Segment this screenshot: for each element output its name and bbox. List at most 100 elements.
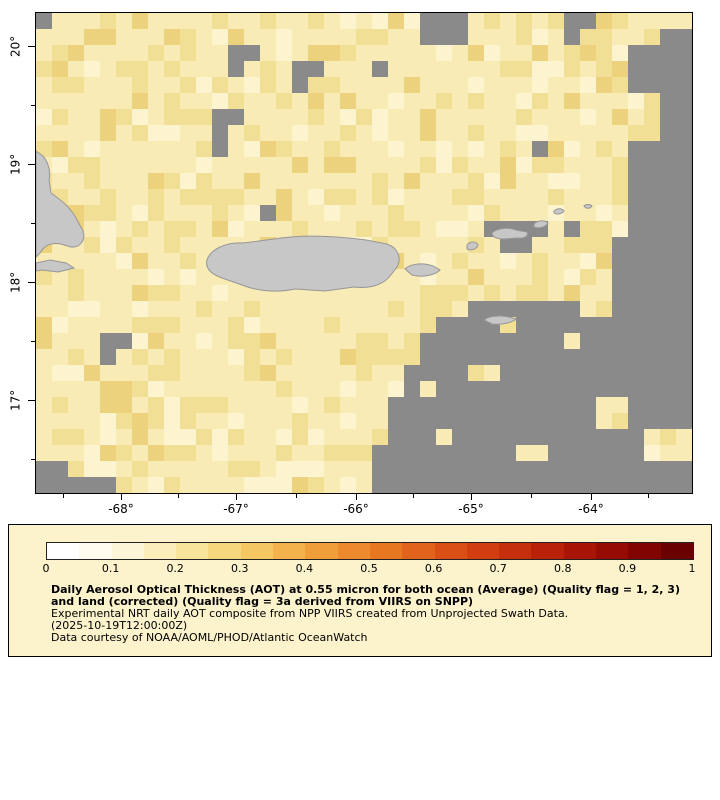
aot-cell [132,173,148,189]
aot-cell [644,173,660,189]
aot-cell [500,125,516,141]
aot-cell [580,93,596,109]
aot-cell [564,77,580,93]
aot-cell [612,141,628,157]
virgin-gorda [553,208,565,215]
aot-cell [132,205,148,221]
aot-cell [68,285,84,301]
aot-cell [580,189,596,205]
aot-cell [324,13,340,29]
aot-cell [596,205,612,221]
aot-cell [516,237,532,253]
aot-cell [340,221,356,237]
aot-cell [420,13,436,29]
aot-cell [612,173,628,189]
aot-cell [196,125,212,141]
aot-cell [452,285,468,301]
aot-cell [676,141,692,157]
hispaniola-cape [36,259,76,273]
aot-cell [580,125,596,141]
aot-cell [500,285,516,301]
aot-cell [612,237,628,253]
aot-cell [676,269,692,285]
aot-cell [356,125,372,141]
aot-cell [596,285,612,301]
aot-cell [180,253,196,269]
aot-cell [420,285,436,301]
aot-cell [580,61,596,77]
aot-cell [340,141,356,157]
aot-cell [68,269,84,285]
aot-cell [68,141,84,157]
aot-cell [356,77,372,93]
aot-cell [676,45,692,61]
aot-cell [372,173,388,189]
aot-cell [548,253,564,269]
aot-cell [596,253,612,269]
aot-cell [308,141,324,157]
lon-major-tick [121,494,122,500]
aot-cell [292,221,308,237]
aot-cell [180,301,196,317]
aot-cell [404,285,420,301]
aot-cell [260,109,276,125]
aot-cell [420,29,436,45]
aot-cell [660,13,676,29]
aot-cell [356,45,372,61]
aot-cell [500,45,516,61]
aot-cell [564,221,580,237]
aot-cell [36,141,52,157]
aot-cell [132,301,148,317]
aot-cell [244,221,260,237]
aot-cell [292,61,308,77]
aot-cell [644,61,660,77]
aot-cell [244,13,260,29]
aot-cell [116,285,132,301]
aot-cell [468,93,484,109]
aot-cell [52,301,68,317]
aot-cell [84,125,100,141]
aot-cell [660,77,676,93]
aot-cell [164,77,180,93]
aot-cell [372,13,388,29]
aot-cell [676,237,692,253]
aot-cell [196,237,212,253]
aot-cell [148,109,164,125]
aot-cell [532,205,548,221]
lat-tick-label: 20° [8,35,23,57]
aot-cell [292,109,308,125]
aot-cell [628,77,644,93]
aot-cell [340,125,356,141]
aot-cell [564,285,580,301]
aot-cell [68,77,84,93]
aot-cell [196,205,212,221]
aot-cell [164,141,180,157]
lon-minor-tick [63,494,64,498]
aot-cell [644,77,660,93]
aot-cell [660,173,676,189]
aot-cell [660,125,676,141]
colorbar [46,542,694,560]
aot-cell [260,221,276,237]
aot-cell [180,285,196,301]
aot-cell [308,189,324,205]
aot-cell [468,125,484,141]
aot-cell [388,109,404,125]
aot-cell [100,141,116,157]
aot-cell [420,61,436,77]
aot-cell [292,93,308,109]
aot-cell [84,253,100,269]
aot-cell [148,253,164,269]
aot-cell [580,13,596,29]
colorbar-segment [434,543,467,559]
aot-cell [532,13,548,29]
colorbar-tick-label: 0.9 [618,562,637,575]
aot-cell [420,237,436,253]
legend-text: Daily Aerosol Optical Thickness (AOT) at… [51,584,706,644]
aot-cell [404,13,420,29]
aot-cell [580,173,596,189]
aot-cell [676,205,692,221]
aot-cell [404,77,420,93]
aot-cell [116,125,132,141]
aot-cell [180,269,196,285]
